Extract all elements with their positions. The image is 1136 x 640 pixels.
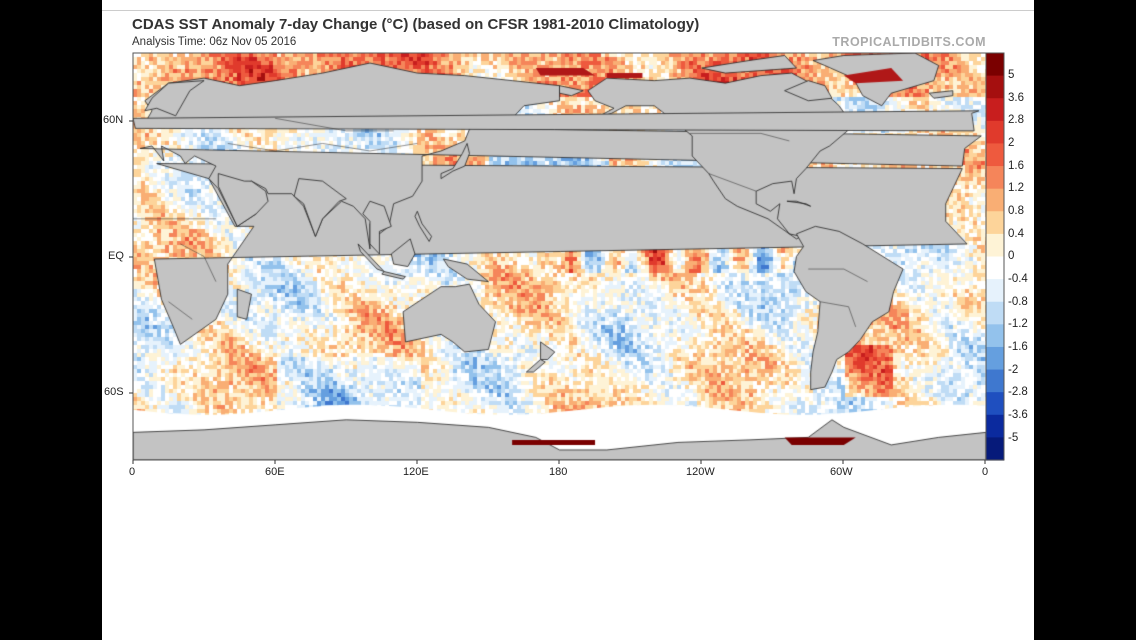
brand-watermark: TROPICALTIDBITS.COM (832, 35, 986, 49)
colorbar-label: -3.6 (1008, 409, 1028, 421)
lon-label-120e: 120E (403, 466, 429, 478)
colorbar-label: -2.8 (1008, 386, 1028, 398)
map-title: CDAS SST Anomaly 7-day Change (°C) (base… (132, 16, 700, 33)
top-divider (102, 10, 1034, 11)
colorbar-label: 3.6 (1008, 92, 1024, 104)
lon-label-0-end: 0 (982, 466, 989, 478)
lat-label-60n: 60N (103, 114, 124, 126)
colorbar-label: 0.8 (1008, 205, 1024, 217)
colorbar-label: -1.2 (1008, 318, 1028, 330)
colorbar-label: -2 (1008, 364, 1019, 376)
lon-label-60e: 60E (265, 466, 285, 478)
lat-label-60s: 60S (104, 386, 124, 398)
lat-label-eq: EQ (108, 250, 124, 262)
colorbar-label: 2.8 (1008, 114, 1024, 126)
colorbar-label: 1.6 (1008, 160, 1024, 172)
colorbar-label: -0.4 (1008, 273, 1028, 285)
lon-label-120w: 120W (686, 466, 715, 478)
lon-label-60w: 60W (830, 466, 853, 478)
lon-label-0: 0 (129, 466, 136, 478)
colorbar-label: 0.4 (1008, 228, 1024, 240)
colorbar-label: 5 (1008, 69, 1015, 81)
colorbar-label: 2 (1008, 137, 1015, 149)
colorbar-label: 0 (1008, 250, 1015, 262)
lon-label-180: 180 (549, 466, 568, 478)
colorbar-label: -5 (1008, 432, 1019, 444)
colorbar-label: 1.2 (1008, 182, 1024, 194)
analysis-time: Analysis Time: 06z Nov 05 2016 (132, 36, 297, 48)
colorbar-label: -0.8 (1008, 296, 1028, 308)
sst-anomaly-map (133, 53, 986, 460)
colorbar-label: -1.6 (1008, 341, 1028, 353)
